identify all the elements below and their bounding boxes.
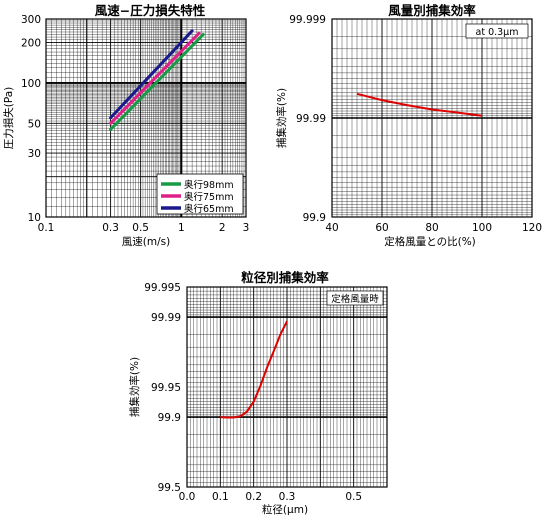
y-tick-label: 50: [28, 118, 41, 130]
x-tick-label: 40: [325, 222, 338, 234]
x-axis-label: 定格風量との比(%): [384, 235, 476, 248]
x-axis-label: 風速(m/s): [122, 236, 170, 248]
x-tick-label: 0.0: [179, 491, 196, 503]
x-tick-label: 0.3: [279, 491, 296, 503]
series-line: [109, 29, 194, 120]
legend-label: 奥行65mm: [184, 203, 234, 215]
y-tick-label: 99.99: [151, 312, 181, 324]
annotation: 定格風量時: [331, 293, 379, 305]
y-tick-label: 300: [21, 14, 41, 26]
y-tick-label: 99.99: [296, 113, 326, 125]
y-tick-label: 200: [21, 38, 41, 50]
x-axis-label: 粒径(μm): [262, 503, 308, 516]
pressure-loss-chart: 風速−圧力損失特性 0.1 0.3 0.5 1 2 3 10 30 50 100 200 300 奥行…: [2, 3, 249, 248]
y-tick-label: 10: [28, 212, 41, 224]
flow-efficiency-chart: 風量別捕集効率 40 60 80 100 120 99.999 99.99 99.9 at 0…: [275, 3, 542, 248]
legend-label: 奥行98mm: [184, 179, 234, 191]
tick-labels: 40 60 80 100 120 99.999 99.99 99.9: [289, 14, 542, 234]
annotation: at 0.3μm: [476, 27, 519, 38]
tick-labels: 0.0 0.1 0.2 0.3 0.5 99.995 99.99 99.95 99.9 99.5: [144, 282, 362, 503]
grid: [45, 18, 247, 218]
x-tick-label: 0.5: [345, 491, 362, 503]
x-tick-label: 0.1: [38, 222, 55, 234]
x-tick-label: 0.1: [212, 491, 229, 503]
series-line: [109, 32, 205, 131]
plot-frame: [331, 18, 533, 218]
x-tick-label: 2: [219, 222, 226, 234]
y-tick-label: 100: [21, 78, 41, 90]
y-tick-label: 30: [28, 148, 41, 160]
y-tick-label: 99.9: [303, 212, 326, 224]
annotation-box: [326, 290, 384, 306]
y-axis-label: 捕集効率(%): [275, 88, 288, 148]
y-tick-label: 99.9: [158, 412, 181, 424]
annotation-box: [465, 23, 529, 39]
grid: [186, 286, 388, 488]
series-lines: [220, 320, 288, 419]
series-line: [109, 31, 201, 125]
particle-size-efficiency-chart: 粒径別捕集効率 0.0 0.1 0.2 0.3 0.5 99.995 99.99 99.95 9…: [128, 270, 388, 516]
chart-title: 風量別捕集効率: [388, 3, 476, 18]
x-tick-label: 60: [375, 222, 388, 234]
y-tick-label: 99.995: [144, 282, 181, 294]
series-lines: [109, 29, 205, 131]
series-lines: [356, 92, 483, 117]
x-tick-label: 80: [425, 222, 438, 234]
x-tick-label: 100: [472, 222, 492, 234]
chart-title: 風速−圧力損失特性: [95, 3, 206, 18]
y-tick-label: 99.999: [289, 14, 326, 26]
y-tick-label: 99.5: [158, 482, 181, 494]
series-line: [220, 320, 288, 419]
y-axis-label: 捕集効率(%): [128, 357, 141, 417]
legend-label: 奥行75mm: [184, 191, 234, 203]
series-line: [356, 92, 483, 117]
y-tick-label: 99.95: [151, 382, 181, 394]
x-tick-label: 1: [178, 222, 185, 234]
y-axis-label: 圧力損失(Pa): [2, 87, 15, 150]
x-tick-label: 0.3: [102, 222, 119, 234]
x-tick-label: 0.5: [132, 222, 149, 234]
plot-frame: [45, 18, 247, 218]
plot-frame: [186, 286, 388, 488]
x-tick-label: 120: [522, 222, 542, 234]
x-tick-label: 3: [243, 222, 250, 234]
chart-title: 粒径別捕集効率: [241, 270, 329, 285]
x-tick-label: 0.2: [245, 491, 262, 503]
grid: [331, 18, 533, 217]
tick-labels: 0.1 0.3 0.5 1 2 3 10 30 50 100 200 300: [21, 14, 249, 234]
